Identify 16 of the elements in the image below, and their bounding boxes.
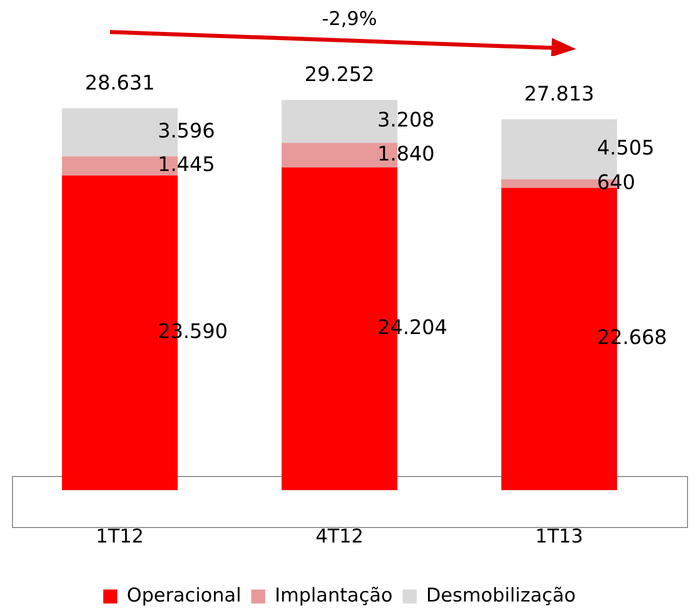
total-label: 27.813 <box>524 81 594 106</box>
x-tick-label: 1T13 <box>535 526 584 548</box>
legend-label: Implantação <box>274 584 393 606</box>
legend-label: Desmobilização <box>426 584 576 606</box>
legend-label: Operacional <box>126 584 242 606</box>
data-label: 4.505 <box>597 135 654 160</box>
x-tick-label: 1T12 <box>96 526 144 548</box>
data-label: 3.596 <box>158 118 215 142</box>
total-label: 29.252 <box>304 62 374 86</box>
text: -2,9% <box>320 8 378 30</box>
data-label: 1.840 <box>377 141 435 166</box>
data-label: 640 <box>597 170 636 194</box>
data-label: 3.208 <box>377 108 435 132</box>
x-tick-label: 4T12 <box>316 526 364 548</box>
data-label: 1.445 <box>158 152 215 176</box>
total-label: 28.631 <box>84 70 155 94</box>
